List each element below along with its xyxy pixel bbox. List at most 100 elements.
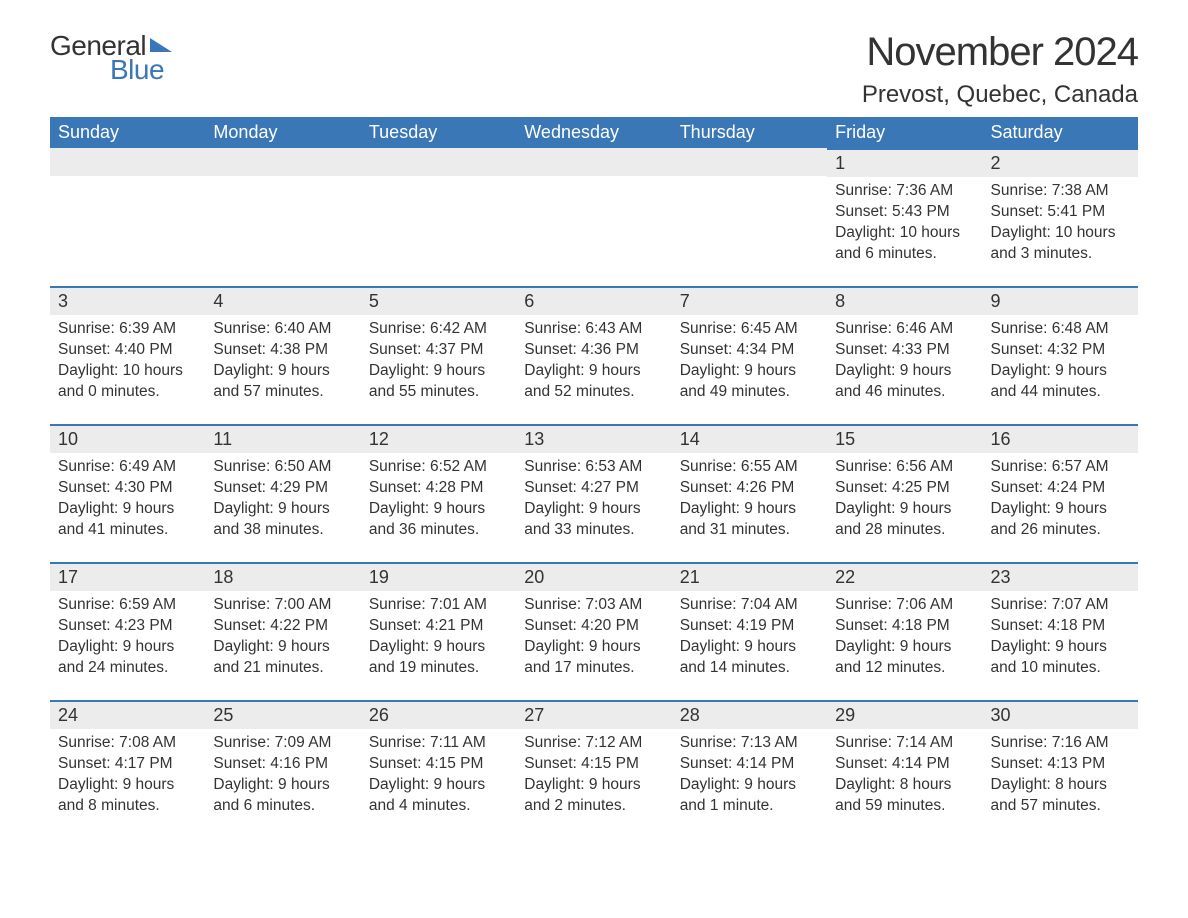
sunset-text: Sunset: 4:21 PM — [369, 616, 508, 637]
day-cell: 10Sunrise: 6:49 AMSunset: 4:30 PMDayligh… — [50, 424, 205, 562]
day-number: 6 — [516, 286, 671, 315]
day-number: 16 — [983, 424, 1138, 453]
daylight-text: Daylight: 9 hours and 6 minutes. — [213, 775, 352, 817]
sunrise-text: Sunrise: 6:59 AM — [58, 595, 197, 616]
day-cell: 8Sunrise: 6:46 AMSunset: 4:33 PMDaylight… — [827, 286, 982, 424]
day-number: 5 — [361, 286, 516, 315]
day-body: Sunrise: 6:39 AMSunset: 4:40 PMDaylight:… — [50, 315, 205, 411]
daylight-text: Daylight: 9 hours and 1 minute. — [680, 775, 819, 817]
day-number: 28 — [672, 700, 827, 729]
logo: General Blue — [50, 30, 172, 86]
day-body: Sunrise: 7:09 AMSunset: 4:16 PMDaylight:… — [205, 729, 360, 825]
day-cell: 12 Sunrise: 6:52 AMSunset: 4:28 PMDayligh… — [361, 424, 516, 562]
logo-text-blue: Blue — [110, 54, 164, 86]
sunset-text: Sunset: 4:25 PM — [835, 478, 974, 499]
daylight-text: Daylight: 9 hours and 38 minutes. — [213, 499, 352, 541]
day-body: Sunrise: 6:59 AMSunset: 4:23 PMDaylight:… — [50, 591, 205, 687]
daylight-text: Daylight: 9 hours and 33 minutes. — [524, 499, 663, 541]
day-number: 9 — [983, 286, 1138, 315]
day-body: Sunrise: 6:49 AMSunset: 4:30 PMDaylight:… — [50, 453, 205, 549]
day-cell: 9Sunrise: 6:48 AMSunset: 4:32 PMDaylight… — [983, 286, 1138, 424]
day-number: 27 — [516, 700, 671, 729]
day-body: Sunrise: 7:01 AMSunset: 4:21 PMDaylight:… — [361, 591, 516, 687]
day-cell: 4Sunrise: 6:40 AMSunset: 4:38 PMDaylight… — [205, 286, 360, 424]
daylight-text: Daylight: 9 hours and 52 minutes. — [524, 361, 663, 403]
day-number: 19 — [361, 562, 516, 591]
day-number: 8 — [827, 286, 982, 315]
sunset-text: Sunset: 4:38 PM — [213, 340, 352, 361]
sunrise-text: Sunrise: 6:55 AM — [680, 457, 819, 478]
daylight-text: Daylight: 9 hours and 44 minutes. — [991, 361, 1130, 403]
sunrise-text: Sunrise: 6:43 AM — [524, 319, 663, 340]
daylight-text: Daylight: 9 hours and 4 minutes. — [369, 775, 508, 817]
day-cell: 29Sunrise: 7:14 AMSunset: 4:14 PMDayligh… — [827, 700, 982, 838]
day-number: 7 — [672, 286, 827, 315]
sunset-text: Sunset: 4:33 PM — [835, 340, 974, 361]
day-body: Sunrise: 7:04 AMSunset: 4:19 PMDaylight:… — [672, 591, 827, 687]
day-cell — [516, 148, 671, 286]
sunset-text: Sunset: 4:28 PM — [369, 478, 508, 499]
day-cell: 2Sunrise: 7:38 AMSunset: 5:41 PMDaylight… — [983, 148, 1138, 286]
day-number: 11 — [205, 424, 360, 453]
sunset-text: Sunset: 4:13 PM — [991, 754, 1130, 775]
daylight-text: Daylight: 8 hours and 57 minutes. — [991, 775, 1130, 817]
day-cell: 6Sunrise: 6:43 AMSunset: 4:36 PMDaylight… — [516, 286, 671, 424]
day-body: Sunrise: 6:45 AMSunset: 4:34 PMDaylight:… — [672, 315, 827, 411]
week-row: 1Sunrise: 7:36 AMSunset: 5:43 PMDaylight… — [50, 148, 1138, 286]
daylight-text: Daylight: 10 hours and 3 minutes. — [991, 223, 1130, 265]
sunrise-text: Sunrise: 6:42 AM — [369, 319, 508, 340]
day-number: 20 — [516, 562, 671, 591]
sunrise-text: Sunrise: 7:04 AM — [680, 595, 819, 616]
week-row: 17Sunrise: 6:59 AMSunset: 4:23 PMDayligh… — [50, 562, 1138, 700]
day-number: 30 — [983, 700, 1138, 729]
day-body: Sunrise: 7:14 AMSunset: 4:14 PMDaylight:… — [827, 729, 982, 825]
daylight-text: Daylight: 9 hours and 36 minutes. — [369, 499, 508, 541]
sunset-text: Sunset: 4:16 PM — [213, 754, 352, 775]
month-title: November 2024 — [862, 30, 1138, 75]
day-number: 17 — [50, 562, 205, 591]
day-cell: 19Sunrise: 7:01 AMSunset: 4:21 PMDayligh… — [361, 562, 516, 700]
day-body: Sunrise: 6:53 AMSunset: 4:27 PMDaylight:… — [516, 453, 671, 549]
day-cell: 5Sunrise: 6:42 AMSunset: 4:37 PMDaylight… — [361, 286, 516, 424]
day-number: 23 — [983, 562, 1138, 591]
day-cell: 17Sunrise: 6:59 AMSunset: 4:23 PMDayligh… — [50, 562, 205, 700]
day-cell: 7Sunrise: 6:45 AMSunset: 4:34 PMDaylight… — [672, 286, 827, 424]
day-number: 2 — [983, 148, 1138, 177]
sunset-text: Sunset: 4:32 PM — [991, 340, 1130, 361]
day-cell: 20Sunrise: 7:03 AMSunset: 4:20 PMDayligh… — [516, 562, 671, 700]
daylight-text: Daylight: 9 hours and 21 minutes. — [213, 637, 352, 679]
day-cell: 25Sunrise: 7:09 AMSunset: 4:16 PMDayligh… — [205, 700, 360, 838]
sunset-text: Sunset: 4:19 PM — [680, 616, 819, 637]
day-body: Sunrise: 7:00 AMSunset: 4:22 PMDaylight:… — [205, 591, 360, 687]
day-body: Sunrise: 7:36 AMSunset: 5:43 PMDaylight:… — [827, 177, 982, 273]
week-row: 24Sunrise: 7:08 AMSunset: 4:17 PMDayligh… — [50, 700, 1138, 838]
day-body: Sunrise: 7:08 AMSunset: 4:17 PMDaylight:… — [50, 729, 205, 825]
day-cell: 27Sunrise: 7:12 AMSunset: 4:15 PMDayligh… — [516, 700, 671, 838]
sunrise-text: Sunrise: 6:45 AM — [680, 319, 819, 340]
logo-triangle-icon — [150, 38, 172, 52]
day-body: Sunrise: 6:55 AMSunset: 4:26 PMDaylight:… — [672, 453, 827, 549]
sunrise-text: Sunrise: 7:07 AM — [991, 595, 1130, 616]
sunrise-text: Sunrise: 7:01 AM — [369, 595, 508, 616]
daylight-text: Daylight: 9 hours and 14 minutes. — [680, 637, 819, 679]
weekday-header: Tuesday — [361, 117, 516, 148]
day-number: 12 — [361, 424, 516, 453]
daylight-text: Daylight: 9 hours and 24 minutes. — [58, 637, 197, 679]
sunset-text: Sunset: 5:41 PM — [991, 202, 1130, 223]
sunrise-text: Sunrise: 7:13 AM — [680, 733, 819, 754]
sunrise-text: Sunrise: 6:52 AM — [369, 457, 508, 478]
day-cell — [361, 148, 516, 286]
day-body: Sunrise: 6:50 AMSunset: 4:29 PMDaylight:… — [205, 453, 360, 549]
sunrise-text: Sunrise: 7:12 AM — [524, 733, 663, 754]
sunrise-text: Sunrise: 6:53 AM — [524, 457, 663, 478]
day-number: 15 — [827, 424, 982, 453]
day-number: 13 — [516, 424, 671, 453]
weekday-header: Sunday — [50, 117, 205, 148]
sunrise-text: Sunrise: 7:03 AM — [524, 595, 663, 616]
day-cell: 3Sunrise: 6:39 AMSunset: 4:40 PMDaylight… — [50, 286, 205, 424]
daylight-text: Daylight: 10 hours and 6 minutes. — [835, 223, 974, 265]
day-cell: 28Sunrise: 7:13 AMSunset: 4:14 PMDayligh… — [672, 700, 827, 838]
sunset-text: Sunset: 4:40 PM — [58, 340, 197, 361]
sunset-text: Sunset: 4:22 PM — [213, 616, 352, 637]
day-cell: 22Sunrise: 7:06 AMSunset: 4:18 PMDayligh… — [827, 562, 982, 700]
